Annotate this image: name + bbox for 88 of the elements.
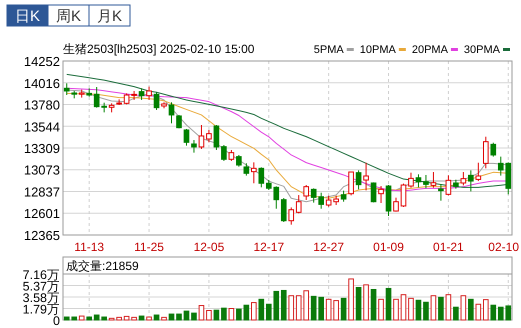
candlestick	[251, 162, 257, 184]
bar	[303, 290, 310, 320]
bar	[101, 316, 107, 320]
bar	[378, 298, 384, 320]
y-tick-label: 12601	[24, 206, 60, 222]
y-tick-label: 14016	[24, 76, 60, 91]
bar	[116, 316, 122, 320]
text: 月K	[96, 8, 122, 25]
y-tick-label: 1.79万	[22, 302, 60, 316]
bar	[71, 316, 78, 320]
bar	[453, 306, 459, 320]
bar	[124, 316, 130, 320]
bar	[236, 308, 242, 320]
bar	[154, 314, 160, 320]
bar	[498, 306, 504, 320]
bar	[446, 294, 452, 320]
bar	[333, 300, 339, 320]
legend-label: 20PMA	[412, 44, 449, 56]
bar	[326, 298, 332, 320]
y-tick-label: 14252	[24, 54, 60, 69]
candlestick	[482, 136, 489, 169]
y-tick-label: 13073	[24, 162, 60, 178]
bar	[340, 298, 346, 320]
bar	[244, 304, 250, 320]
bar	[490, 304, 496, 320]
bar	[363, 284, 369, 320]
bar	[228, 308, 234, 320]
bar	[214, 310, 220, 320]
candlestick	[378, 186, 384, 204]
bar	[468, 298, 474, 320]
y-tick-label: 0	[53, 314, 60, 328]
chart-title: 生猪2503[lh2503] 2025-02-10 15:00	[63, 42, 255, 56]
bar	[86, 316, 92, 320]
x-tick-label: 12-05	[194, 240, 225, 254]
x-tick-label: 12-17	[253, 240, 284, 254]
bar	[318, 296, 324, 320]
y-tick-label: 3.58万	[22, 291, 60, 305]
bar	[356, 286, 362, 320]
bar	[251, 302, 257, 320]
candlestick	[363, 162, 369, 191]
x-tick-label: 01-09	[373, 240, 404, 254]
candlestick	[468, 170, 474, 192]
y-tick-label: 13309	[24, 140, 60, 156]
bar	[505, 305, 512, 320]
bar	[131, 316, 137, 320]
bar	[430, 295, 436, 320]
bar	[310, 296, 317, 320]
x-tick-label: 11-25	[134, 240, 164, 254]
text: 周K	[56, 8, 82, 25]
bar	[386, 288, 392, 320]
bar	[221, 308, 227, 320]
bar	[348, 278, 354, 320]
bar	[460, 295, 466, 320]
x-tick-label: 01-21	[433, 240, 464, 254]
candlestick	[498, 156, 504, 176]
bar	[438, 296, 444, 320]
bar	[146, 316, 152, 320]
text: 日K	[14, 8, 40, 25]
y-tick-label: 12365	[24, 228, 60, 243]
bar	[94, 314, 100, 320]
x-tick-label: 12-27	[313, 240, 344, 254]
bar	[288, 295, 294, 320]
y-tick-label: 5.37万	[22, 280, 60, 294]
y-tick-label: 13780	[24, 98, 60, 113]
x-tick-label: 02-10	[488, 240, 520, 254]
y-tick-label: 12837	[24, 184, 60, 200]
bar	[266, 304, 272, 320]
bar	[138, 316, 144, 320]
bar	[280, 290, 287, 320]
candlestick	[146, 86, 152, 100]
legend-label: 10PMA	[360, 44, 396, 56]
bar	[78, 316, 85, 320]
y-tick-label: 13544	[24, 119, 60, 134]
bar	[482, 299, 489, 320]
bar	[370, 288, 376, 320]
legend-label: 5PMA	[314, 44, 344, 56]
bar	[296, 295, 302, 320]
bar	[273, 290, 280, 320]
y-tick-label: 7.16万	[22, 268, 60, 282]
chart-title: 成交量:21859	[66, 259, 140, 273]
candlestick	[333, 195, 339, 206]
legend-label: 30PMA	[464, 44, 501, 56]
candlestick	[438, 184, 444, 202]
bar	[161, 316, 167, 320]
x-tick-label: 11-13	[74, 240, 104, 254]
bar	[64, 316, 70, 320]
bar	[476, 304, 482, 320]
bar	[258, 298, 264, 320]
